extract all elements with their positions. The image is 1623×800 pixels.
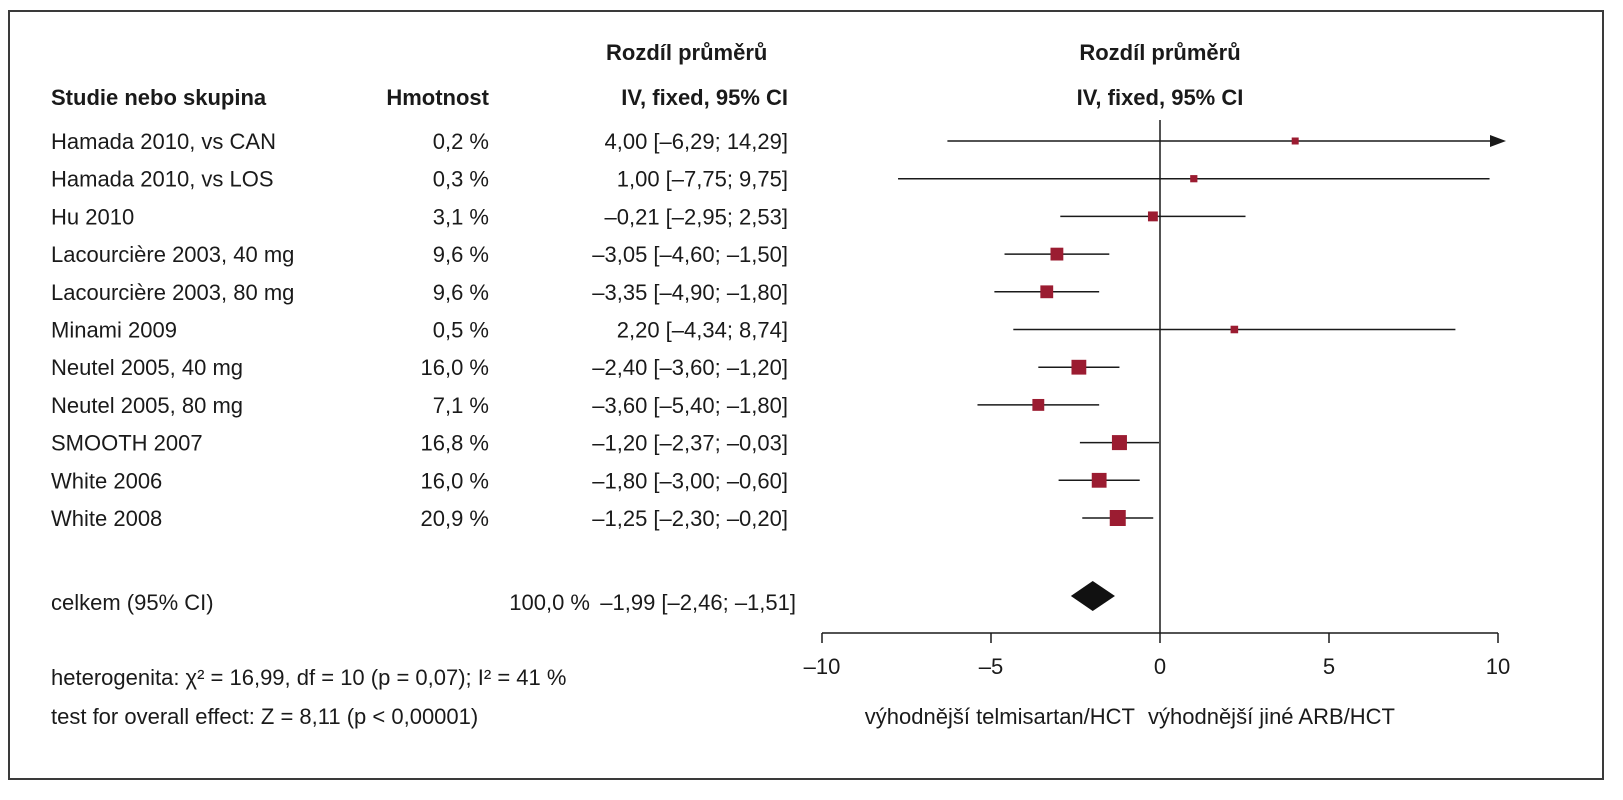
study-weight: 0,5 % (433, 318, 489, 343)
study-marker (1111, 435, 1127, 451)
study-ci-text: –0,21 [–2,95; 2,53] (605, 204, 789, 229)
study-weight: 0,3 % (433, 167, 489, 192)
ci-header-line2: IV, fixed, 95% CI (621, 85, 788, 110)
study-name: Hamada 2010, vs LOS (51, 167, 274, 192)
x-tick-label: 5 (1323, 654, 1335, 679)
study-ci-text: –3,60 [–5,40; –1,80] (592, 393, 788, 418)
study-ci-text: –2,40 [–3,60; –1,20] (592, 355, 788, 380)
total-label: celkem (95% CI) (51, 590, 214, 615)
study-ci-text: –1,25 [–2,30; –0,20] (592, 506, 788, 531)
study-ci-text: 2,20 [–4,34; 8,74] (617, 318, 788, 343)
study-header: Studie nebo skupina (51, 85, 267, 110)
study-marker (1050, 247, 1064, 261)
study-name: Hamada 2010, vs CAN (51, 129, 276, 154)
overall-effect-text: test for overall effect: Z = 8,11 (p < 0… (51, 704, 478, 729)
x-tick-label: 0 (1154, 654, 1166, 679)
x-tick-label: –10 (804, 654, 841, 679)
study-name: White 2006 (51, 468, 162, 493)
total-ci-text: –1,99 [–2,46; –1,51] (600, 590, 796, 615)
study-name: Neutel 2005, 40 mg (51, 355, 243, 380)
x-tick-label: –5 (979, 654, 1003, 679)
study-marker (1291, 137, 1299, 145)
study-ci-text: –1,20 [–2,37; –0,03] (592, 431, 788, 456)
study-name: Neutel 2005, 80 mg (51, 393, 243, 418)
x-tick-label: 10 (1486, 654, 1510, 679)
study-marker (1091, 472, 1107, 488)
heterogeneity-text: heterogenita: χ² = 16,99, df = 10 (p = 0… (51, 665, 566, 690)
ci-arrow (1490, 135, 1506, 147)
study-marker (1109, 510, 1126, 526)
study-name: SMOOTH 2007 (51, 431, 203, 456)
study-marker (1040, 285, 1054, 299)
study-name: White 2008 (51, 506, 162, 531)
study-name: Lacourcière 2003, 40 mg (51, 242, 294, 267)
favours-left-label: výhodnější telmisartan/HCT (865, 704, 1135, 729)
study-marker (1230, 325, 1239, 334)
study-weight: 7,1 % (433, 393, 489, 418)
study-weight: 16,0 % (421, 468, 490, 493)
study-marker (1147, 211, 1158, 222)
study-weight: 0,2 % (433, 129, 489, 154)
study-ci-text: –3,35 [–4,90; –1,80] (592, 280, 788, 305)
study-ci-text: 1,00 [–7,75; 9,75] (617, 167, 788, 192)
figure-frame (8, 10, 1604, 780)
study-weight: 9,6 % (433, 242, 489, 267)
study-weight: 3,1 % (433, 204, 489, 229)
study-name: Minami 2009 (51, 318, 177, 343)
weight-header: Hmotnost (386, 85, 489, 110)
total-weight: 100,0 % (509, 590, 590, 615)
study-name: Lacourcière 2003, 80 mg (51, 280, 294, 305)
plot-header-line2: IV, fixed, 95% CI (1077, 85, 1244, 110)
study-weight: 16,8 % (421, 431, 490, 456)
study-ci-text: –1,80 [–3,00; –0,60] (592, 468, 788, 493)
study-name: Hu 2010 (51, 204, 134, 229)
study-ci-text: –3,05 [–4,60; –1,50] (592, 242, 788, 267)
study-marker (1190, 175, 1198, 183)
study-ci-text: 4,00 [–6,29; 14,29] (605, 129, 789, 154)
study-weight: 20,9 % (421, 506, 490, 531)
ci-header-line1: Rozdíl průměrů (606, 40, 767, 65)
overall-diamond (1070, 581, 1115, 611)
study-marker (1032, 398, 1045, 411)
favours-right-label: výhodnější jiné ARB/HCT (1148, 704, 1395, 729)
study-marker (1071, 359, 1087, 375)
study-weight: 9,6 % (433, 280, 489, 305)
plot-header-line1: Rozdíl průměrů (1079, 40, 1240, 65)
study-weight: 16,0 % (421, 355, 490, 380)
